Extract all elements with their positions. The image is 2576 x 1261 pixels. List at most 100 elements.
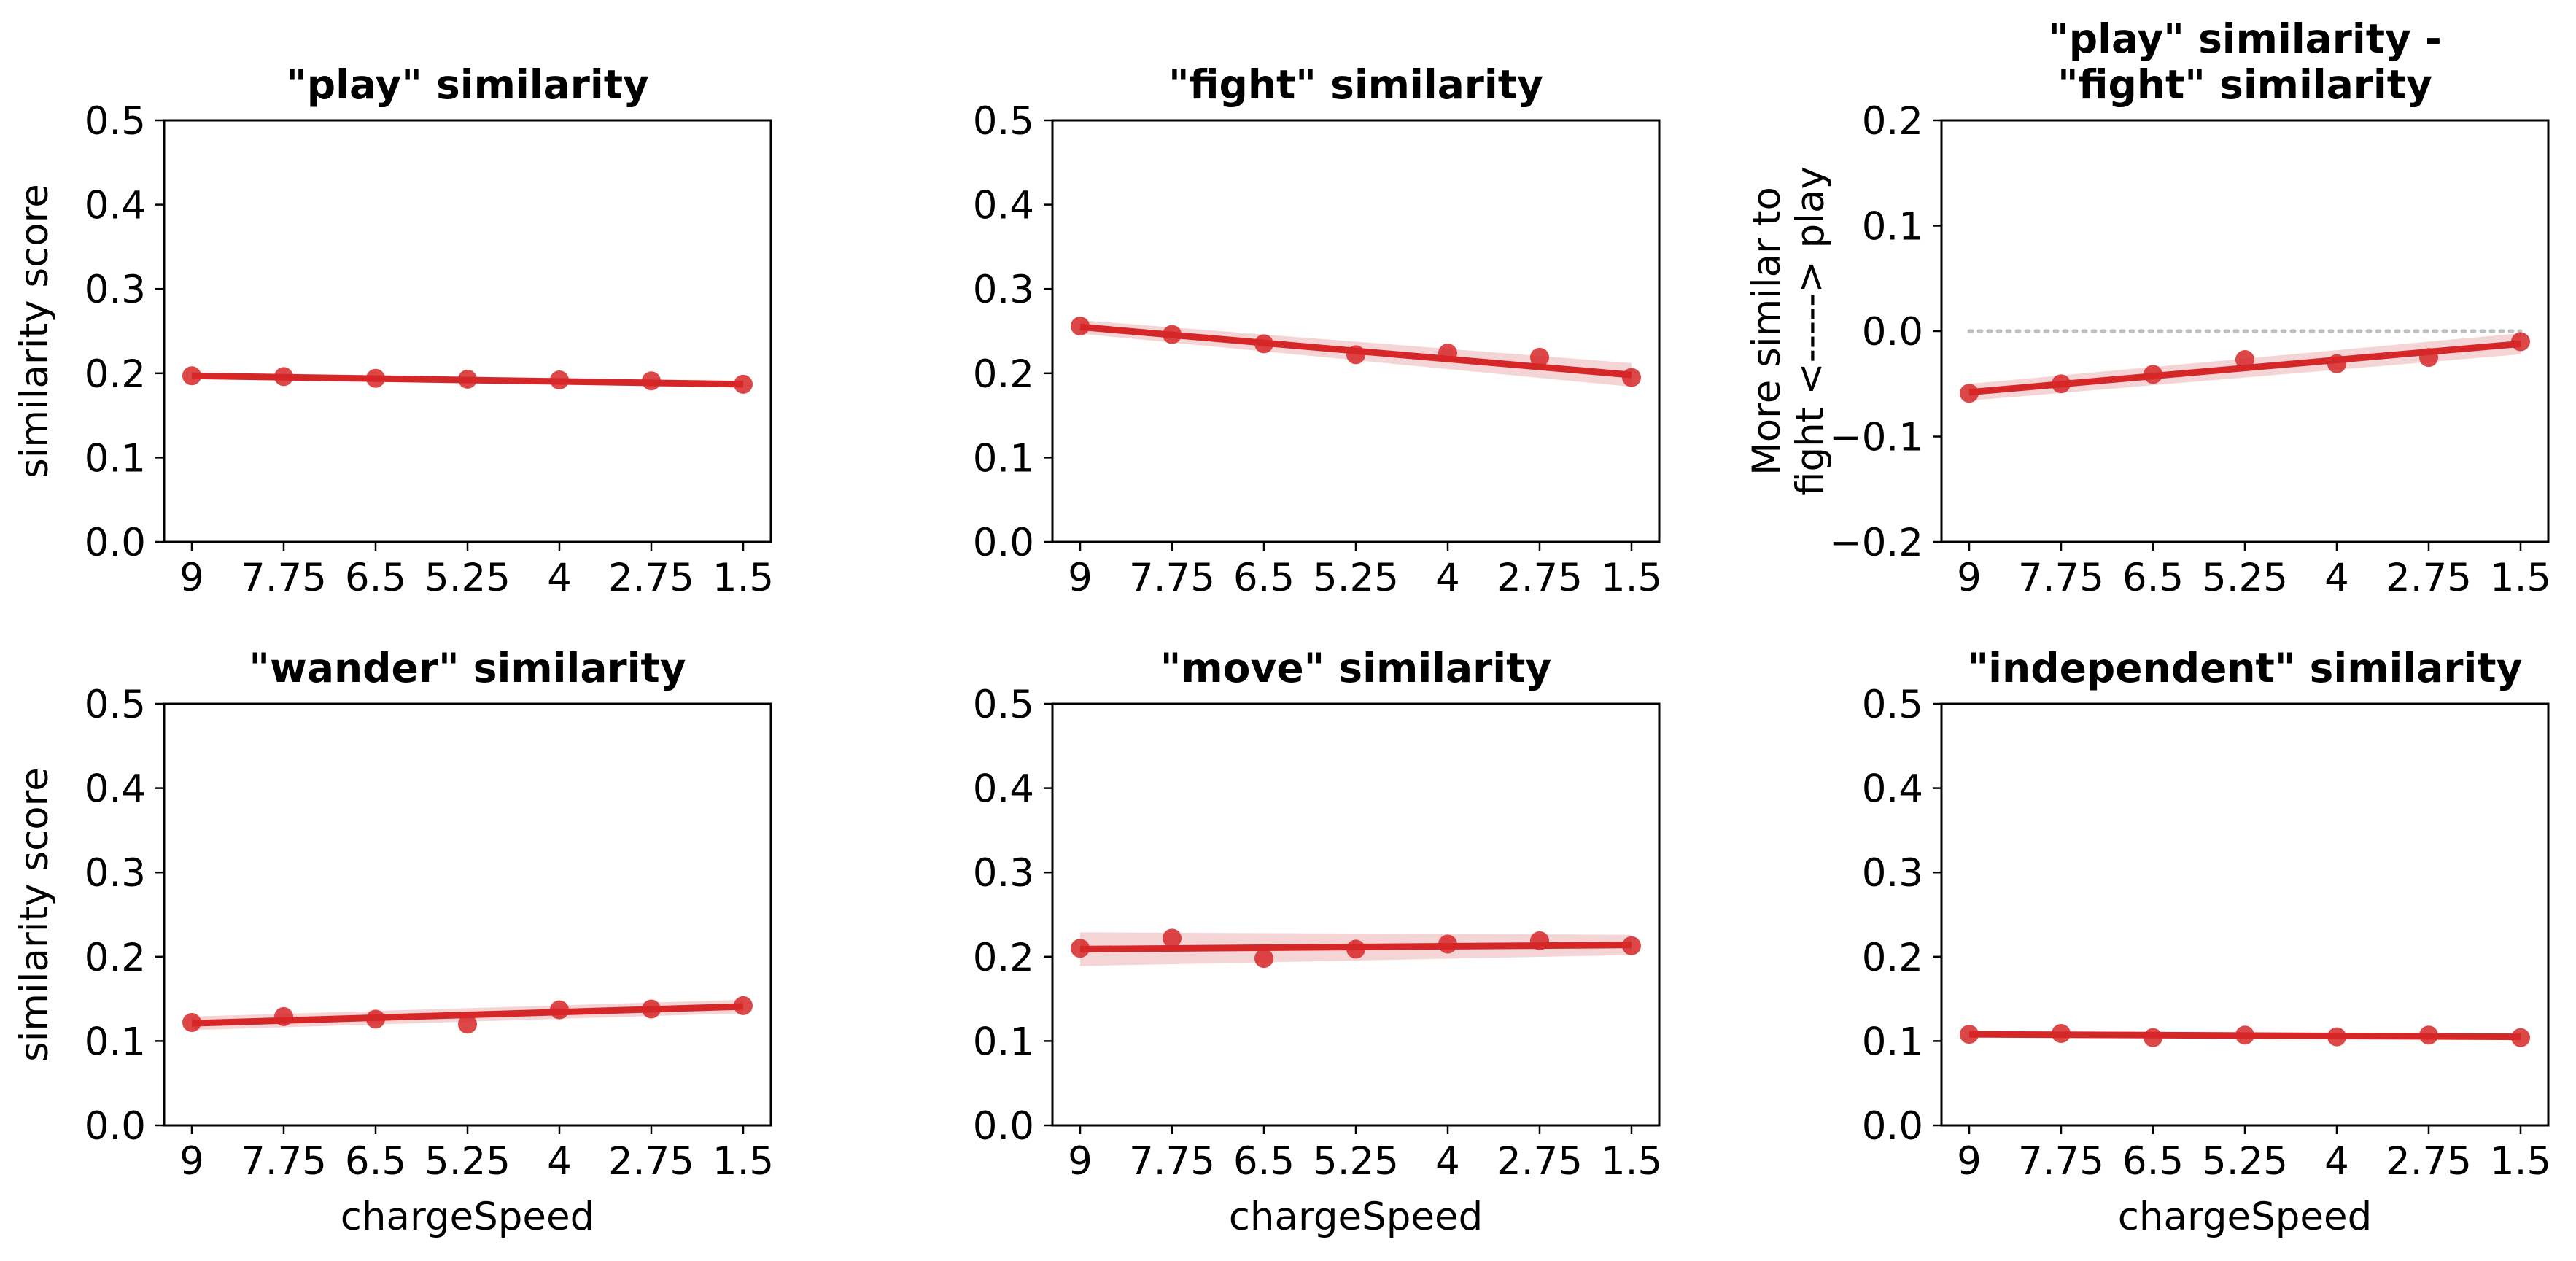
data-point [274,1006,293,1026]
data-point [1438,344,1457,363]
panel-title-line: "wander" similarity [249,645,686,691]
y-tick-label: 0.2 [973,936,1034,980]
data-point [458,1014,477,1034]
data-point [1254,334,1273,354]
data-point [2327,1027,2346,1047]
y-tick-label: 0.2 [85,352,146,397]
data-point [274,367,293,387]
data-point [1530,347,1549,367]
data-point [2327,354,2346,373]
data-point [182,1012,201,1032]
axes-frame [163,702,772,1127]
y-axis-label: similarity score [12,767,57,1062]
y-tick-label: 0.3 [85,268,146,312]
axes-frame [1940,702,2550,1127]
panel-1: 9 7.75 6.5 5.25 4 2.75 1.5 0.0 0.1 0.2 0.3 0.4 0.5 "p… [12,61,774,600]
x-tick-label: 5.25 [2202,1139,2288,1184]
panel-title-line: "play" similarity [286,61,649,108]
panel-title: "play" similarity -"fight" similarity [2048,15,2442,108]
y-tick-label: 0.3 [973,268,1034,312]
data-point [1622,368,1641,387]
x-tick-label: 5.25 [1313,556,1399,600]
panel-title-line: "fight" similarity [2057,61,2432,108]
x-tick-label: 6.5 [1233,1139,1295,1184]
panel-title: "wander" similarity [249,645,686,691]
x-tick-label: 1.5 [2490,1139,2551,1184]
data-point [182,366,201,386]
data-point [2511,1028,2530,1047]
y-tick-label: 0.2 [85,936,146,980]
y-axis-label-line: similarity score [12,767,57,1062]
y-tick-label: 0.2 [1862,936,1923,980]
x-tick-label: 1.5 [1601,1139,1662,1184]
panel-6: 9 7.75 6.5 5.25 4 2.75 1.5 0.0 0.1 0.2 0.3 0.4 0.5 "i… [1862,645,2551,1239]
x-tick-label: 1.5 [713,556,774,600]
x-tick-label: 4 [2324,1139,2349,1184]
x-tick-label: 9 [179,556,204,600]
x-tick-label: 7.75 [2018,1139,2104,1184]
data-point [1960,1025,1979,1044]
x-tick-label: 6.5 [345,556,406,600]
data-point [1530,931,1549,950]
x-tick-label: 7.75 [2018,556,2104,600]
x-tick-label: 2.75 [608,1139,694,1184]
y-tick-label: 0.0 [1862,1104,1923,1149]
data-point [642,999,661,1019]
y-tick-label: 0.0 [85,1104,146,1149]
x-axis-label: chargeSpeed [1229,1195,1483,1239]
y-tick-label: 0.4 [85,767,146,812]
x-tick-label: 5.25 [424,556,511,600]
y-tick-label: 0.3 [85,851,146,896]
data-point [1960,384,1979,403]
x-axis-label: chargeSpeed [341,1195,594,1239]
x-tick-label: 6.5 [2122,1139,2184,1184]
data-point [734,996,753,1015]
data-point [2419,348,2438,368]
y-tick-label: 0.5 [973,99,1034,144]
data-point [1438,934,1457,954]
x-tick-label: 4 [547,1139,572,1184]
data-point [734,374,753,394]
x-tick-label: 2.75 [1497,1139,1583,1184]
y-tick-label: 0.5 [973,683,1034,727]
data-point [2052,374,2071,394]
y-tick-label: −0.2 [1829,521,1923,565]
data-point [1346,345,1365,365]
y-tick-label: 0.4 [973,184,1034,228]
y-tick-label: 0.2 [1862,99,1923,144]
data-point [2052,1023,2071,1043]
panel-title: "independent" similarity [1968,645,2523,691]
y-tick-label: 0.1 [85,436,146,481]
y-tick-label: 0.1 [1862,1020,1923,1064]
y-tick-label: 0.1 [1862,205,1923,249]
data-point [2144,1028,2162,1047]
panel-title-line: "independent" similarity [1968,645,2523,691]
y-tick-label: 0.0 [973,1104,1034,1149]
y-tick-label: 0.5 [85,99,146,144]
x-tick-label: 7.75 [1129,1139,1215,1184]
x-tick-label: 9 [1957,1139,1982,1184]
x-tick-label: 7.75 [241,1139,327,1184]
x-tick-label: 2.75 [608,556,694,600]
x-tick-label: 4 [1435,556,1460,600]
y-tick-label: 0.0 [973,521,1034,565]
y-tick-label: 0.0 [1862,310,1923,354]
x-tick-label: 9 [1957,556,1982,600]
panel-title-line: "move" similarity [1160,645,1552,691]
y-axis-label-line: fight <-----> play [1788,166,1833,496]
y-tick-label: 0.5 [85,683,146,727]
x-tick-label: 4 [547,556,572,600]
panel-4: 9 7.75 6.5 5.25 4 2.75 1.5 0.0 0.1 0.2 0.3 0.4 0.5 "w… [12,645,774,1239]
x-tick-label: 2.75 [2386,556,2472,600]
x-tick-label: 5.25 [1313,1139,1399,1184]
axes-frame [1051,702,1661,1127]
y-tick-label: 0.0 [85,521,146,565]
x-tick-label: 6.5 [345,1139,406,1184]
data-point [1071,939,1090,958]
panel-3: 9 7.75 6.5 5.25 4 2.75 1.5 −0.2 −0.1 0.0 0.1 0.2 "pl… [1745,15,2551,600]
y-tick-label: 0.1 [973,1020,1034,1064]
panel-title: "play" similarity [286,61,649,108]
data-point [458,369,477,389]
panel-5: 9 7.75 6.5 5.25 4 2.75 1.5 0.0 0.1 0.2 0.3 0.4 0.5 "m… [973,645,1662,1239]
